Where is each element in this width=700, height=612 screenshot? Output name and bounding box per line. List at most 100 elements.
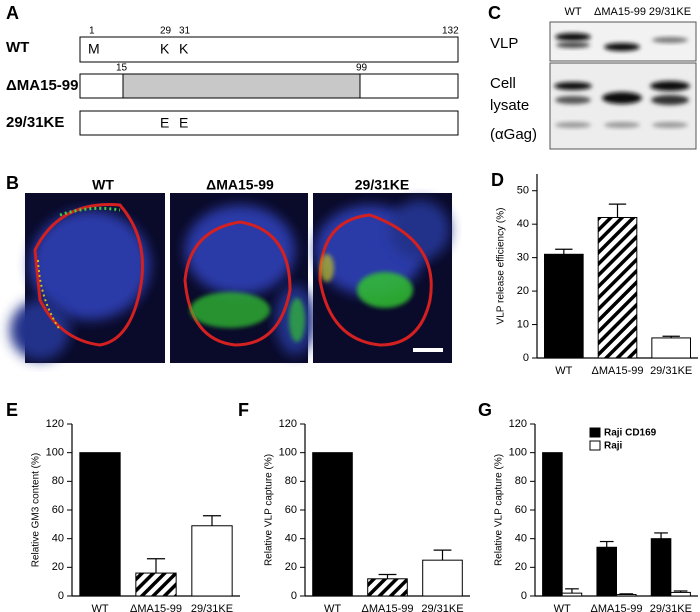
band [555, 122, 591, 128]
y-tick-label: 100 [46, 447, 64, 459]
bar [616, 594, 637, 597]
y-tick-label: 80 [515, 475, 527, 487]
deleted-region [122, 73, 361, 99]
band [602, 92, 642, 104]
bar [135, 572, 177, 597]
x-tick-label: WT [554, 603, 571, 612]
row-label: (αGag) [490, 126, 537, 143]
panel-label: B [6, 173, 19, 193]
image-title: WT [92, 177, 114, 193]
residue: M [88, 41, 100, 57]
position: 1 [89, 26, 95, 37]
y-tick-label: 10 [517, 318, 529, 330]
row-label: VLP [490, 35, 518, 52]
band [651, 95, 689, 105]
y-tick-label: 60 [52, 504, 64, 516]
panel-label: G [478, 400, 492, 420]
y-tick-label: 40 [517, 218, 529, 230]
position: 15 [116, 63, 128, 74]
y-tick-label: 30 [517, 252, 529, 264]
y-tick-label: 20 [285, 561, 297, 573]
x-tick-label: ΔMA15-99 [592, 365, 644, 377]
x-tick-label: ΔMA15-99 [362, 603, 414, 612]
panel-label: E [6, 400, 18, 420]
x-tick-label: 29/31KE [191, 603, 233, 612]
residue: E [179, 115, 188, 131]
y-tick-label: 120 [509, 418, 527, 430]
x-tick-label: ΔMA15-99 [130, 603, 182, 612]
residue: K [160, 41, 170, 57]
bar [651, 337, 691, 359]
x-tick-label: 29/31KE [421, 603, 463, 612]
bar [597, 216, 638, 359]
lane-label: ΔMA15-99 [594, 6, 646, 18]
y-tick-label: 100 [279, 447, 297, 459]
lane-label: WT [564, 6, 581, 18]
bar [650, 538, 672, 597]
bar [79, 452, 121, 597]
y-tick-label: 40 [52, 533, 64, 545]
x-tick-label: 29/31KE [650, 365, 692, 377]
bar [561, 592, 583, 597]
band [604, 43, 640, 51]
image-title: 29/31KE [355, 177, 409, 193]
panel-label: C [488, 3, 501, 23]
panel-a: A WT 1 29 31 132 M K K ΔMA15-99 15 99 29… [6, 3, 459, 136]
row-name: WT [6, 39, 29, 56]
y-axis-label: VLP release efficiency (%) [496, 208, 507, 325]
image-title: ΔMA15-99 [206, 177, 274, 193]
panel-label: D [491, 170, 504, 190]
band [650, 81, 690, 91]
y-tick-label: 80 [52, 475, 64, 487]
panel-c: C WT ΔMA15-99 29/31KE VLP Cell lysate (α… [488, 3, 697, 150]
panel-label: F [238, 400, 249, 420]
y-tick-label: 0 [291, 590, 297, 602]
band [604, 122, 640, 128]
y-tick-label: 50 [517, 185, 529, 197]
y-tick-label: 0 [523, 352, 529, 364]
row-name: ΔMA15-99 [6, 77, 78, 94]
micrograph [313, 193, 452, 363]
y-tick-label: 0 [58, 590, 64, 602]
bar [422, 559, 463, 597]
position: 99 [356, 63, 368, 74]
bar [191, 525, 233, 597]
domain-box [79, 36, 459, 63]
bar [542, 452, 563, 597]
band [556, 42, 590, 48]
bar [544, 253, 584, 359]
y-tick-label: 120 [46, 418, 64, 430]
y-axis-label: Relative VLP capture (%) [264, 454, 275, 566]
band [555, 33, 591, 41]
position: 31 [179, 26, 191, 37]
y-tick-label: 40 [285, 533, 297, 545]
row-label: Cell [490, 75, 516, 92]
band [652, 37, 688, 43]
row-name: 29/31KE [6, 114, 64, 131]
row-label: lysate [490, 97, 529, 114]
x-tick-label: ΔMA15-99 [591, 603, 643, 612]
lane-label: 29/31KE [649, 6, 691, 18]
y-tick-label: 0 [521, 590, 527, 602]
legend-label: Raji [604, 441, 623, 452]
y-tick-label: 40 [515, 533, 527, 545]
bar [312, 452, 353, 597]
y-axis-label: Relative VLP capture (%) [494, 454, 505, 566]
bar [367, 578, 408, 597]
blot [549, 62, 697, 150]
y-tick-label: 60 [285, 504, 297, 516]
y-tick-label: 120 [279, 418, 297, 430]
micrograph [170, 193, 315, 363]
band [555, 96, 591, 104]
y-tick-label: 20 [515, 561, 527, 573]
x-tick-label: WT [91, 603, 108, 612]
position: 29 [160, 26, 172, 37]
y-tick-label: 20 [517, 285, 529, 297]
x-tick-label: WT [555, 365, 572, 377]
y-tick-label: 100 [509, 447, 527, 459]
band [652, 122, 688, 128]
residue: E [160, 115, 169, 131]
y-tick-label: 20 [52, 561, 64, 573]
legend-label: Raji CD169 [604, 428, 657, 439]
